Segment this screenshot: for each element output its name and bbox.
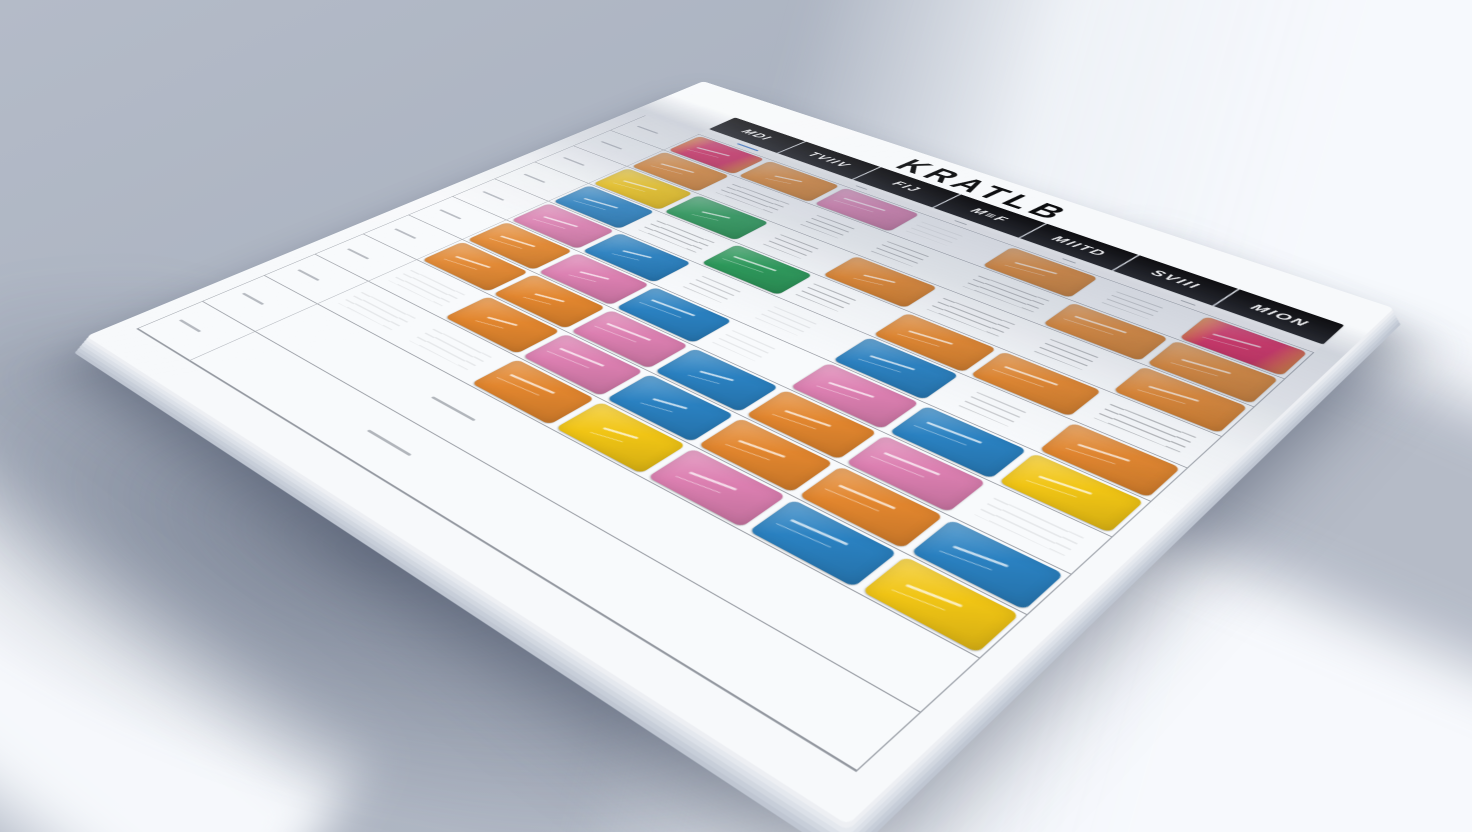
- scene: KRATLB MDI TVIIV FIJ M≡F MIITD SVIII MION: [0, 0, 1472, 832]
